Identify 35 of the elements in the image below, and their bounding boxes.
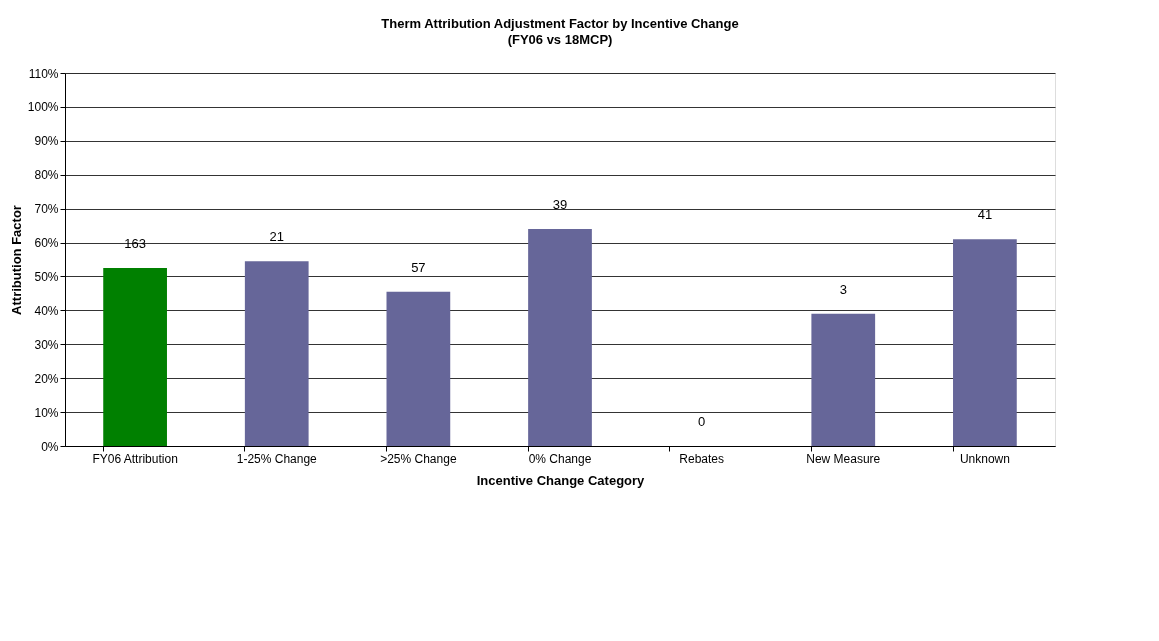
bar — [103, 267, 167, 446]
bar — [811, 313, 876, 446]
annotation: 21 — [269, 229, 284, 245]
y-tick-label: 70% — [34, 202, 59, 217]
y-tick-label: 30% — [34, 337, 59, 352]
y-tick-label: 110% — [28, 66, 59, 81]
y-tick-label: 0% — [41, 439, 59, 454]
y-tick-label: 20% — [34, 371, 59, 386]
x-tick-label: >25% Change — [380, 451, 457, 466]
y-tick-label: 90% — [34, 134, 59, 149]
annotation: 0 — [698, 414, 706, 429]
y-tick-label: 60% — [34, 236, 59, 251]
x-tick-label: Rebates — [679, 451, 724, 466]
x-tick-label: Unknown — [959, 451, 1010, 466]
chart-title: Therm Attribution Adjustment Factor by Incentive Change — [381, 16, 739, 31]
y-tick-label: 100% — [27, 100, 59, 115]
y-tick-label: 50% — [34, 269, 59, 284]
x-tick-label: New Measure — [806, 451, 881, 466]
x-axis-title: Incentive Change Category — [476, 472, 646, 488]
x-tick-label: FY06 Attribution — [92, 451, 178, 466]
annotation: 39 — [552, 196, 568, 212]
bar — [244, 261, 309, 446]
annotation: 3 — [839, 281, 847, 297]
bar — [386, 291, 451, 446]
x-tick-label: 1-25% Change — [236, 451, 318, 466]
annotation: 57 — [411, 259, 426, 275]
y-tick-label: 40% — [34, 303, 59, 318]
chart-subtitle: (FY06 vs 18MCP) — [507, 32, 613, 47]
y-axis-title: Attribution Factor — [8, 205, 24, 315]
annotation: 41 — [977, 207, 993, 223]
y-tick-label: 10% — [34, 405, 59, 420]
x-tick-label: 0% Change — [528, 451, 592, 466]
y-tick-label: 80% — [34, 168, 59, 183]
bar — [953, 239, 1017, 446]
bar — [528, 228, 592, 446]
